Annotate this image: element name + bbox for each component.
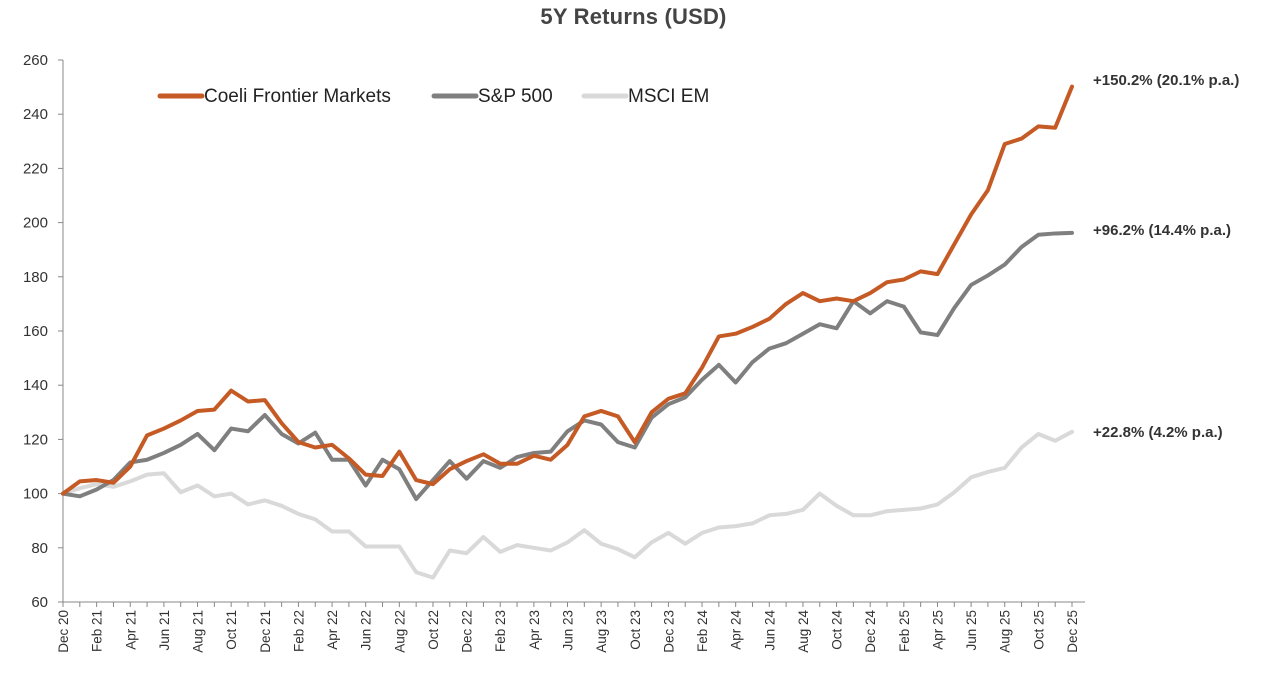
x-tick-label: Dec 24 <box>863 610 878 653</box>
end-label: +96.2% (14.4% p.a.) <box>1093 222 1231 239</box>
y-tick-label: 120 <box>23 431 48 448</box>
x-tick-label: Jun 21 <box>157 610 172 651</box>
y-ticks: 60 80 100 120 140 160 180 200 220 240 260 <box>23 52 63 611</box>
x-tick-label: Jun 24 <box>762 610 777 651</box>
x-tick-label: Dec 25 <box>1065 610 1080 653</box>
y-tick-label: 240 <box>23 106 48 123</box>
legend-label: S&P 500 <box>478 86 553 107</box>
x-tick-label: Aug 23 <box>594 610 609 653</box>
x-tick-label: Feb 21 <box>90 610 105 652</box>
x-tick-label: Oct 23 <box>628 610 643 650</box>
x-tick-label: Apr 24 <box>729 610 744 650</box>
x-tick-label: Apr 21 <box>123 610 138 650</box>
series-line-s-p-500 <box>61 230 1074 502</box>
x-tick-label: Oct 22 <box>426 610 441 650</box>
x-tick-label: Dec 22 <box>460 610 475 653</box>
end-label: +22.8% (4.2% p.a.) <box>1093 424 1223 441</box>
x-tick-label: Dec 20 <box>56 610 71 653</box>
x-tick-label: Feb 23 <box>493 610 508 652</box>
x-tick-label: Aug 24 <box>796 610 811 653</box>
end-label: +150.2% (20.1% p.a.) <box>1093 72 1239 89</box>
x-tick-label: Jun 22 <box>359 610 374 651</box>
x-tick-label: Apr 22 <box>325 610 340 650</box>
y-tick-label: 160 <box>23 323 48 340</box>
y-tick-label: 80 <box>31 540 48 557</box>
series-line-coeli-frontier-markets <box>61 84 1074 496</box>
x-tick-label: Oct 21 <box>224 610 239 650</box>
series-lines <box>61 84 1074 580</box>
legend-label: Coeli Frontier Markets <box>204 86 391 107</box>
x-tick-label: Aug 21 <box>191 610 206 653</box>
x-ticks: Dec 20 Feb 21 Apr 21 Jun 21 Aug 21 Oct 21 Dec … <box>56 602 1080 653</box>
x-tick-label: Dec 21 <box>258 610 273 653</box>
axes <box>62 60 1085 603</box>
legend-label: MSCI EM <box>628 86 709 107</box>
y-tick-label: 140 <box>23 377 48 394</box>
x-tick-label: Jun 23 <box>561 610 576 651</box>
legend: Coeli Frontier Markets S&P 500 MSCI EM <box>157 86 709 107</box>
series-line-msci-em <box>61 429 1074 580</box>
x-tick-label: Apr 23 <box>527 610 542 650</box>
y-tick-label: 260 <box>23 52 48 69</box>
end-labels: +150.2% (20.1% p.a.) +96.2% (14.4% p.a.) +… <box>1093 72 1239 441</box>
x-tick-label: Oct 24 <box>830 610 845 650</box>
x-tick-label: Jun 25 <box>964 610 979 651</box>
x-tick-label: Aug 22 <box>392 610 407 653</box>
x-tick-label: Feb 25 <box>897 610 912 652</box>
y-tick-label: 180 <box>23 269 48 286</box>
x-tick-label: Aug 25 <box>998 610 1013 653</box>
x-tick-label: Feb 22 <box>291 610 306 652</box>
chart-title: 5Y Returns (USD) <box>540 4 727 29</box>
x-tick-label: Dec 23 <box>661 610 676 653</box>
x-tick-label: Oct 25 <box>1031 610 1046 650</box>
y-tick-label: 100 <box>23 486 48 503</box>
x-tick-label: Apr 25 <box>930 610 945 650</box>
y-tick-label: 60 <box>31 594 48 611</box>
y-tick-label: 200 <box>23 215 48 232</box>
x-tick-label: Feb 24 <box>695 610 710 653</box>
y-tick-label: 220 <box>23 160 48 177</box>
